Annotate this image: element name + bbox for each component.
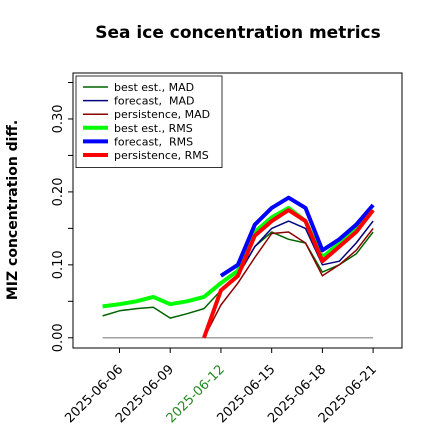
series-line: [102, 205, 375, 309]
y-tick-label: 0.20: [51, 177, 66, 206]
series-line: [202, 208, 375, 339]
plot-frame: [72, 72, 403, 349]
chart-title: Sea ice concentration metrics: [95, 23, 381, 43]
series-line: [220, 220, 374, 291]
legend-label: best est., MAD: [114, 81, 194, 94]
legend-label: persistence, MAD: [114, 108, 210, 121]
y-axis-label: MIZ concentration diff.: [5, 120, 21, 300]
legend-label: forecast, MAD: [114, 95, 194, 108]
legend-label: best est., RMS: [114, 122, 193, 135]
y-tick-label: 0.30: [51, 104, 66, 133]
series-line: [219, 195, 375, 278]
series-line: [203, 227, 374, 339]
y-tick-label: 0.00: [51, 323, 66, 352]
y-tick-label: 0.10: [51, 250, 66, 279]
legend-label: forecast, RMS: [114, 135, 193, 148]
legend-box: [75, 75, 223, 168]
legend-label: persistence, RMS: [114, 149, 209, 162]
